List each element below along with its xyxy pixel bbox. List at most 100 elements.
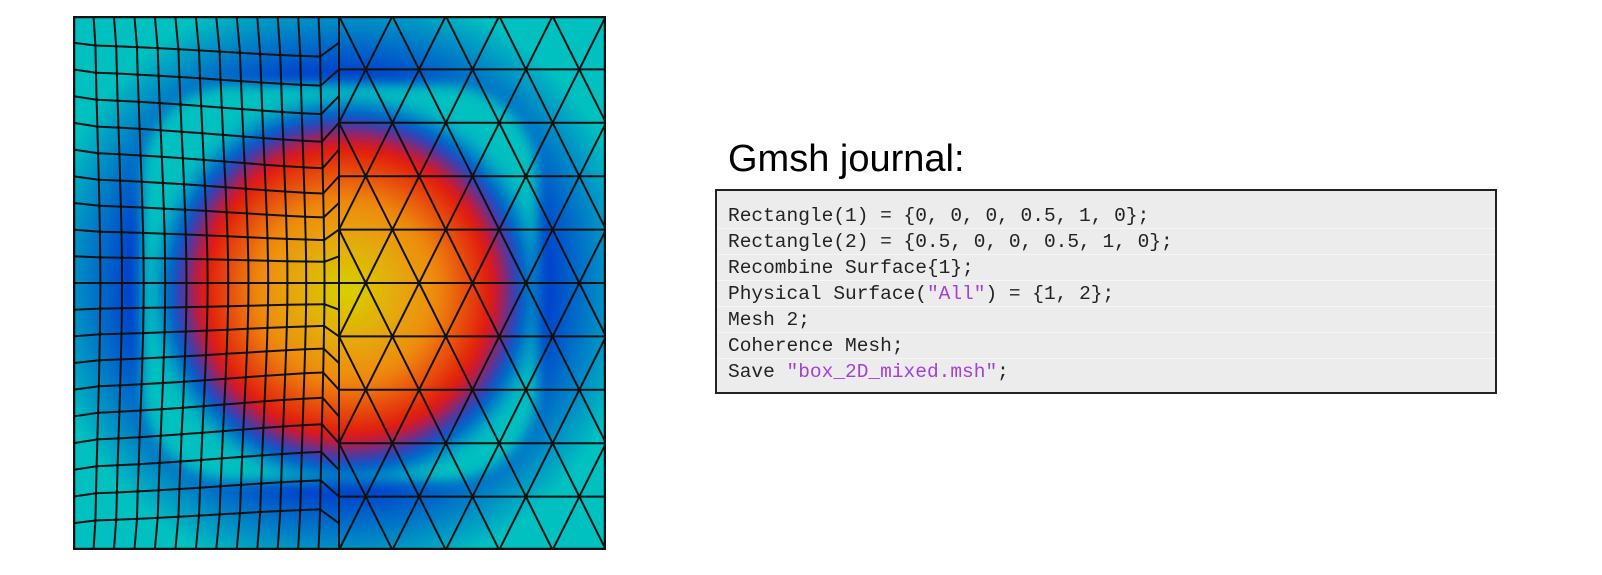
quad-edge [119,179,122,208]
quad-edge [300,424,304,454]
quad-edge [157,74,161,105]
quad-edge [94,44,118,48]
tri-edge [364,282,394,338]
quad-edge [225,211,229,238]
quad-edge [136,73,140,103]
quad-edge [177,48,200,52]
quad-edge [300,83,303,115]
tri-edge [471,335,501,391]
quad-edge [184,208,207,212]
tri-edge [551,442,581,498]
quad-edge [280,453,284,484]
tri-edge [418,16,447,71]
quad-edge [245,327,249,354]
tri-edge [578,68,606,124]
quad-edge [73,519,97,525]
quad-edge [260,81,264,112]
quad-edge [200,105,223,109]
tri-edge [418,442,447,498]
quad-edge [95,71,118,75]
quad-edge [119,179,143,183]
quad-edge [226,305,230,331]
quad-edge [319,55,322,87]
quad-edge [177,514,200,518]
quad-edge [73,465,98,471]
quad-edge [244,187,267,192]
quad-edge [303,191,307,218]
quad-edge [73,68,97,74]
code-string: "All" [926,283,986,305]
quad-edge [73,492,97,498]
quad-edge [226,327,249,331]
quad-edge [227,258,250,262]
quad-edge [284,190,288,217]
quad-edge [321,167,325,195]
quad-edge [95,98,119,102]
quad-edge [112,518,118,550]
tri-edge [444,495,474,550]
quad-edge [118,153,122,182]
quad-edge [120,231,145,234]
quad-edge [118,384,122,413]
quad-edge [73,255,102,259]
tri-edge [444,442,474,498]
code-line: Coherence Mesh; [717,333,1495,359]
quad-edge [95,464,119,468]
quad-edge [200,105,204,135]
quad-edge [219,78,223,109]
tri-edge [418,175,447,231]
quad-edge [199,77,222,81]
tri-edge [391,282,421,338]
quad-edge [97,178,101,207]
quad-edge [304,215,325,219]
quad-edge [174,515,180,550]
quad-edge [119,205,144,209]
quad-edge [162,207,166,235]
quad-edge [263,374,267,403]
quad-edge [301,423,323,427]
quad-edge [161,356,165,384]
quad-edge [161,182,165,210]
quad-edge [136,46,139,76]
quad-edge [265,326,269,353]
tri-edge [338,175,367,231]
quad-edge [180,130,184,160]
quad-edge [119,383,143,387]
quad-edge [300,451,303,483]
quad-edge [116,99,140,103]
tri-edge [418,282,447,338]
quad-edge [159,433,183,437]
quad-edge [198,513,221,517]
quad-edge [262,137,285,141]
quad-edge [240,455,244,486]
code-text: ; [997,361,1009,383]
tri-edge [391,495,421,550]
tri-edge [551,335,581,391]
quad-edge [120,332,145,335]
quad-edge [163,232,187,236]
tri-edge [338,335,367,391]
quad-edge [181,157,205,161]
quad-edge [118,409,142,413]
quad-edge [244,374,267,379]
tri-edge [471,442,501,498]
tri-edge [471,388,501,445]
quad-edge [300,112,304,142]
quad-edge [137,436,141,466]
quad-edge [301,397,305,427]
quad-edge [201,405,205,434]
quad-edge [183,183,186,211]
code-line: Save "box_2D_mixed.msh"; [717,359,1495,385]
quad-edge [159,129,183,133]
quad-edge [206,305,230,308]
quad-edge [200,431,204,461]
tri-edge [578,388,606,445]
quad-edge [162,207,186,211]
quad-edge [181,380,185,409]
quad-edge [179,459,203,463]
quad-edge [323,324,340,338]
quad-edge [261,109,284,113]
quad-edge [137,100,161,105]
tri-edge [364,335,394,391]
quad-edge [203,354,207,382]
